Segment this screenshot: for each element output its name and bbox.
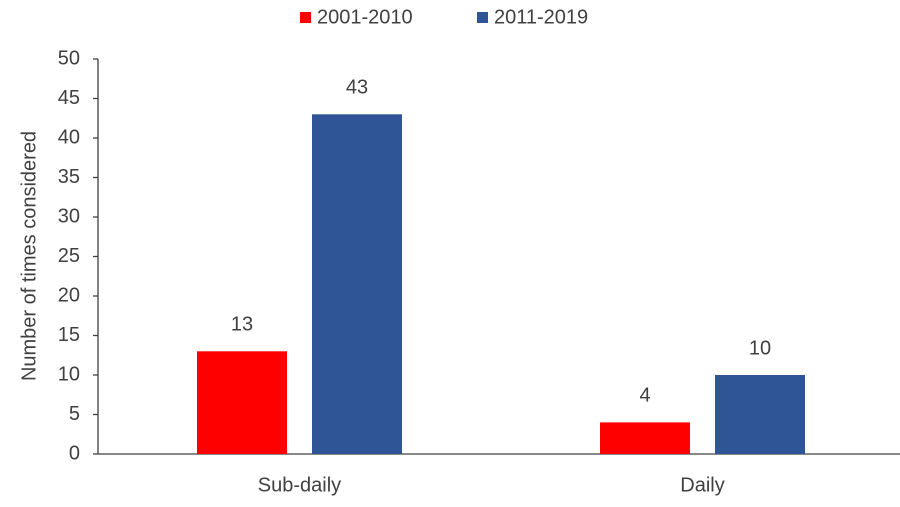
y-tick-label: 35	[58, 166, 80, 188]
y-axis-label: Number of times considered	[18, 131, 40, 381]
y-tick-label: 0	[69, 442, 80, 464]
x-tick-label: Sub-daily	[258, 474, 341, 496]
y-tick-label: 45	[58, 87, 80, 109]
bar	[715, 375, 805, 454]
bar	[600, 422, 690, 454]
legend-swatch	[300, 12, 311, 23]
data-label: 13	[231, 314, 253, 336]
legend-label: 2001-2010	[317, 6, 413, 28]
data-label: 4	[639, 385, 650, 407]
data-label: 43	[346, 77, 368, 99]
y-tick-label: 5	[69, 403, 80, 425]
legend-swatch	[477, 12, 488, 23]
data-label: 10	[749, 337, 771, 359]
y-tick-label: 10	[58, 363, 80, 385]
y-tick-label: 15	[58, 324, 80, 346]
y-tick-label: 20	[58, 284, 80, 306]
y-tick-label: 25	[58, 245, 80, 267]
bar	[312, 114, 402, 455]
y-tick-label: 40	[58, 126, 80, 148]
y-tick-label: 50	[58, 47, 80, 69]
x-tick-label: Daily	[680, 474, 724, 496]
legend-label: 2011-2019	[494, 6, 588, 28]
y-tick-label: 30	[58, 205, 80, 227]
bar	[197, 351, 287, 454]
